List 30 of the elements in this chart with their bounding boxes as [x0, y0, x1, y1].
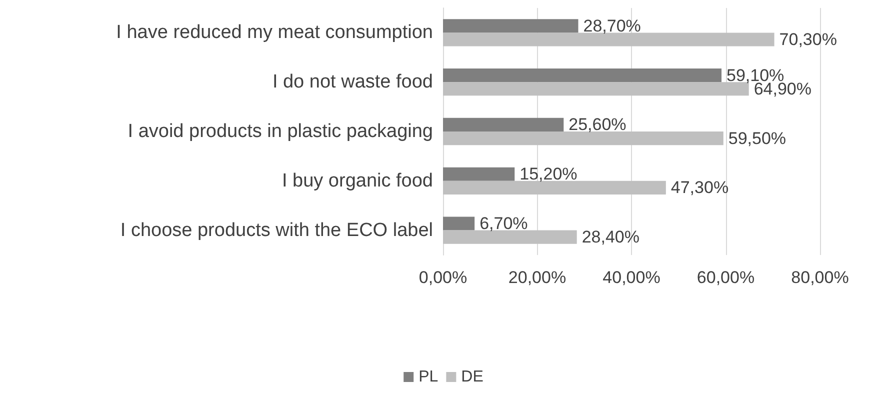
x-tick-label: 60,00%: [696, 268, 755, 287]
bar: [443, 180, 666, 194]
data-label: 15,20%: [520, 164, 578, 184]
data-label: 25,60%: [568, 115, 626, 134]
legend-label: DE: [461, 368, 484, 386]
y-tick-label: I have reduced my meat consumption: [116, 22, 433, 44]
x-tick-label: 0,00%: [418, 268, 468, 287]
y-tick-label: I avoid products in plastic packaging: [128, 121, 433, 142]
bar: [443, 167, 515, 181]
y-tick-label: I choose products with the ECO label: [120, 220, 433, 241]
bar: [443, 68, 722, 82]
y-tick-label: I do not waste food: [272, 72, 433, 93]
data-label: 47,30%: [670, 178, 729, 198]
x-tick-label: 80,00%: [791, 268, 849, 287]
bar: [443, 82, 749, 96]
bar: [443, 230, 577, 244]
bar: [443, 132, 724, 146]
legend-label: PL: [418, 368, 438, 386]
data-label: 6,70%: [480, 214, 528, 234]
bar: [443, 32, 774, 46]
x-tick-label: 20,00%: [508, 268, 566, 287]
data-label: 28,40%: [582, 228, 640, 247]
data-label: 59,50%: [728, 128, 786, 148]
bar: [443, 19, 578, 33]
data-label: 70,30%: [779, 30, 837, 49]
bar: [443, 216, 475, 230]
data-label: 28,70%: [583, 16, 641, 36]
bar: [443, 118, 564, 132]
y-tick-label: I buy organic food: [282, 170, 433, 192]
x-tick-label: 40,00%: [602, 268, 660, 287]
